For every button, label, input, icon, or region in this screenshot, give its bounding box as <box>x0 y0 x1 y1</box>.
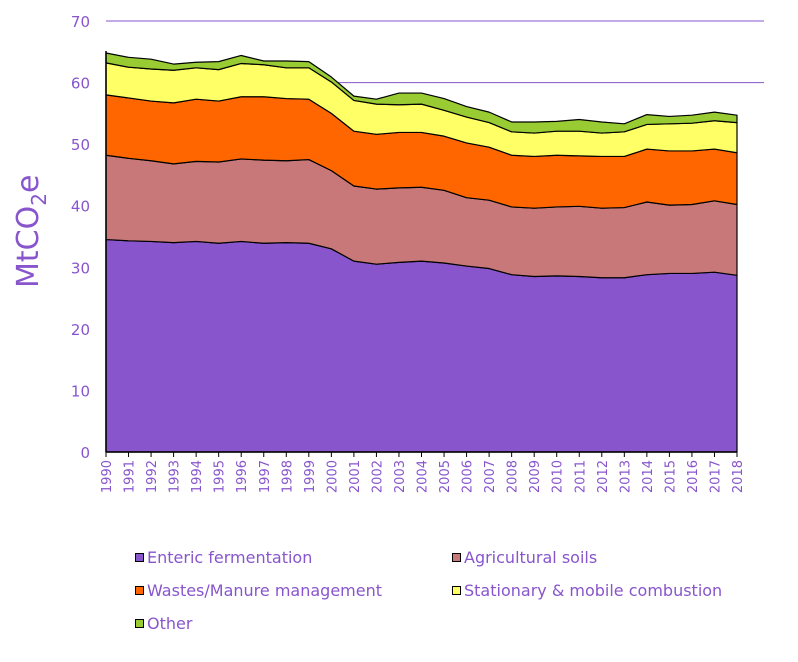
x-tick-label: 1997 <box>258 460 273 493</box>
x-tick-label: 1992 <box>145 460 160 493</box>
x-tick-label: 2012 <box>596 460 611 493</box>
legend-item-wastes: Wastes/Manure management <box>135 581 382 600</box>
legend-item-combustion: Stationary & mobile combustion <box>452 581 722 600</box>
x-tick-label: 2006 <box>461 460 476 493</box>
x-tick-label: 2008 <box>506 460 521 493</box>
x-tick-label: 1994 <box>190 460 205 493</box>
x-tick-label: 1996 <box>235 460 250 493</box>
x-tick-label: 1999 <box>303 460 318 493</box>
legend-item-enteric: Enteric fermentation <box>135 548 312 567</box>
area-other <box>105 52 738 134</box>
y-axis-label-tail: e <box>11 175 46 193</box>
y-tick-label: 20 <box>71 321 90 339</box>
x-tick-label: 1998 <box>280 460 295 493</box>
x-tick-label: 2016 <box>686 460 701 493</box>
x-tick-label: 2007 <box>483 460 498 493</box>
x-tick-label: 2011 <box>573 460 588 493</box>
y-tick-label: 10 <box>71 382 90 400</box>
x-tick-label: 2009 <box>528 460 543 493</box>
y-tick-label: 50 <box>71 136 90 154</box>
legend-label: Other <box>147 614 193 633</box>
legend: Enteric fermentation Agricultural soils … <box>0 540 798 650</box>
x-tick-label: 2010 <box>551 460 566 493</box>
x-tick-label: 1991 <box>123 460 138 493</box>
x-tick-label: 2015 <box>663 460 678 493</box>
y-axis-label-main: MtCO <box>11 206 46 288</box>
stacked-areas <box>105 52 738 453</box>
y-tick-label: 60 <box>71 75 90 93</box>
legend-swatch <box>452 553 461 562</box>
x-tick-label: 2002 <box>370 460 385 493</box>
legend-swatch <box>135 553 144 562</box>
x-tick-label: 2001 <box>348 460 363 493</box>
legend-item-soils: Agricultural soils <box>452 548 597 567</box>
legend-swatch <box>135 619 144 628</box>
y-tick-labels: 0 10 20 30 40 50 60 70 <box>71 13 90 462</box>
x-tick-label: 1995 <box>213 460 228 493</box>
x-tick-label: 2013 <box>618 460 633 493</box>
y-tick-label: 70 <box>71 13 90 31</box>
legend-swatch <box>135 586 144 595</box>
y-tick-label: 0 <box>80 444 90 462</box>
x-tick-label: 2000 <box>325 460 340 493</box>
x-tick-label: 1993 <box>168 460 183 493</box>
legend-label: Enteric fermentation <box>147 548 313 567</box>
legend-label: Agricultural soils <box>464 548 598 567</box>
x-tick-label: 2017 <box>708 460 723 493</box>
y-axis-label: MtCO2e <box>11 175 46 288</box>
x-tick-label: 2014 <box>641 460 656 493</box>
x-tick-label: 2018 <box>731 460 746 493</box>
x-tick-label: 2004 <box>416 460 431 493</box>
x-tick-label: 2005 <box>438 460 453 493</box>
chart-plot: 0 10 20 30 40 50 60 70 1990 1991 1992 1993 1994 1995… <box>71 13 764 493</box>
y-axis-label-sub: 2 <box>27 193 46 206</box>
x-tick-label: 1990 <box>100 460 115 493</box>
y-tick-label: 30 <box>71 259 90 277</box>
legend-label: Wastes/Manure management <box>147 581 383 600</box>
legend-swatch <box>452 586 461 595</box>
legend-item-other: Other <box>135 614 192 633</box>
x-tick-labels: 1990 1991 1992 1993 1994 1995 1996 1997 1998 1999… <box>100 460 746 493</box>
x-tick-label: 2003 <box>393 460 408 493</box>
y-tick-label: 40 <box>71 198 90 216</box>
axes <box>105 51 738 457</box>
svg-text:MtCO2e: MtCO2e <box>11 175 46 288</box>
legend-label: Stationary & mobile combustion <box>464 581 723 600</box>
